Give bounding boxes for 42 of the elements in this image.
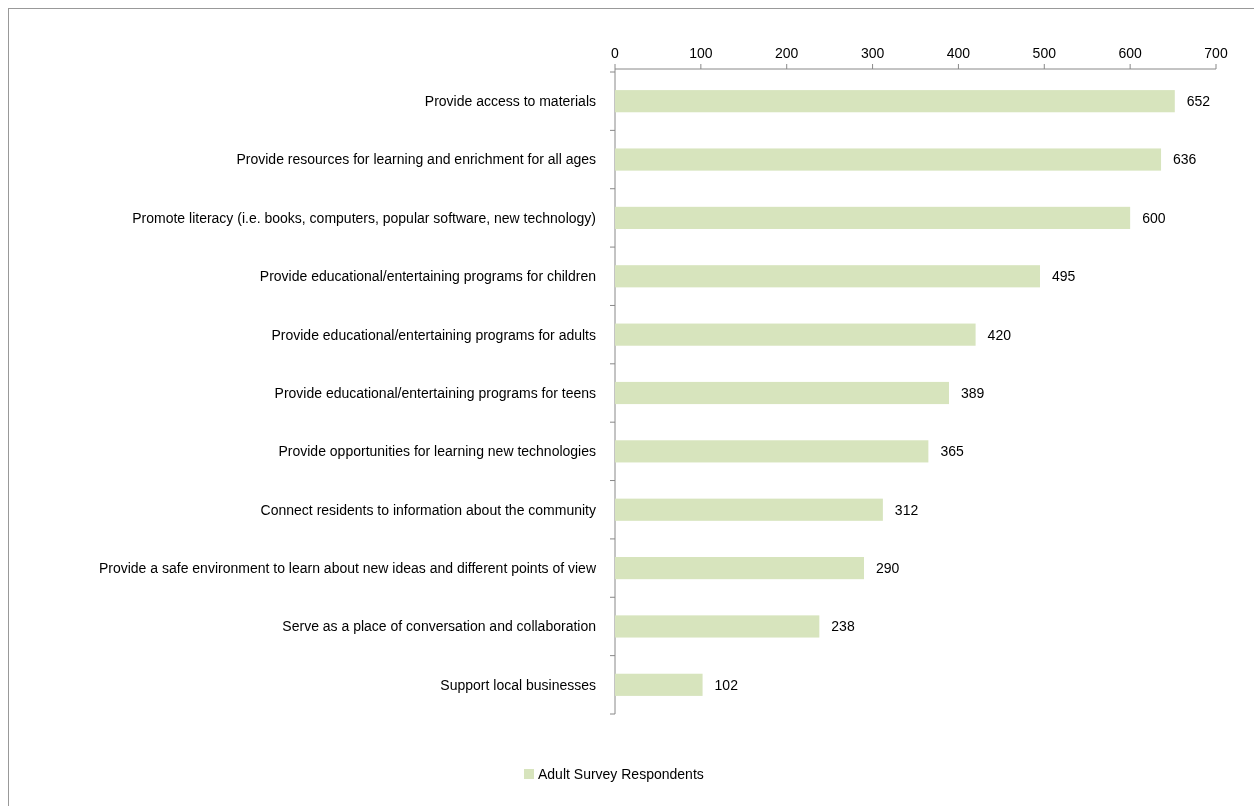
data-label: 102 bbox=[714, 676, 739, 693]
data-label: 600 bbox=[1142, 209, 1166, 226]
data-label: 312 bbox=[894, 501, 919, 518]
x-tick-label: 700 bbox=[1204, 45, 1228, 61]
y-tick-label: Provide educational/entertaining programs for adults bbox=[271, 326, 596, 343]
y-tick-label: Promote literacy (i.e. books, computers, popular software, new technology) bbox=[132, 209, 596, 226]
y-tick-label: Support local businesses bbox=[440, 676, 596, 693]
x-tick-label: 0 bbox=[611, 45, 620, 61]
x-tick-label: 500 bbox=[1032, 45, 1057, 61]
legend-label: Adult Survey Respondents bbox=[538, 765, 704, 782]
bar bbox=[615, 381, 949, 405]
bar bbox=[615, 90, 1175, 113]
y-tick-label: Serve as a place of conversation and collaboration bbox=[282, 618, 596, 635]
x-tick-label: 400 bbox=[946, 45, 971, 61]
bar bbox=[615, 440, 929, 463]
x-tick-label: 600 bbox=[1118, 45, 1143, 61]
data-label: 290 bbox=[875, 559, 900, 576]
data-label: 652 bbox=[1186, 93, 1211, 110]
y-tick-label: Connect residents to information about the community bbox=[260, 501, 596, 518]
x-tick-label: 100 bbox=[689, 45, 713, 61]
y-tick-label: Provide resources for learning and enrichment for all ages bbox=[236, 151, 596, 168]
bar bbox=[615, 148, 1162, 171]
bar bbox=[615, 673, 703, 696]
y-tick-label: Provide a safe environment to learn about new ideas and different points of view bbox=[98, 559, 597, 576]
bar bbox=[615, 615, 820, 638]
bar bbox=[615, 206, 1131, 229]
data-label: 238 bbox=[831, 618, 855, 635]
bar bbox=[615, 323, 976, 346]
y-tick-label: Provide educational/entertaining programs for teens bbox=[274, 384, 596, 401]
bar bbox=[615, 265, 1040, 288]
x-tick-label: 300 bbox=[860, 45, 885, 61]
y-tick-label: Provide access to materials bbox=[424, 93, 596, 110]
y-tick-label: Provide opportunities for learning new technologies bbox=[278, 443, 596, 460]
y-tick-label: Provide educational/entertaining programs for children bbox=[259, 268, 596, 285]
data-label: 495 bbox=[1051, 268, 1076, 285]
x-tick-label: 200 bbox=[775, 45, 799, 61]
data-label: 636 bbox=[1173, 151, 1197, 168]
bar bbox=[615, 557, 864, 580]
bar bbox=[615, 498, 883, 521]
data-label: 389 bbox=[960, 384, 985, 401]
data-label: 365 bbox=[940, 443, 964, 460]
data-label: 420 bbox=[987, 326, 1012, 343]
